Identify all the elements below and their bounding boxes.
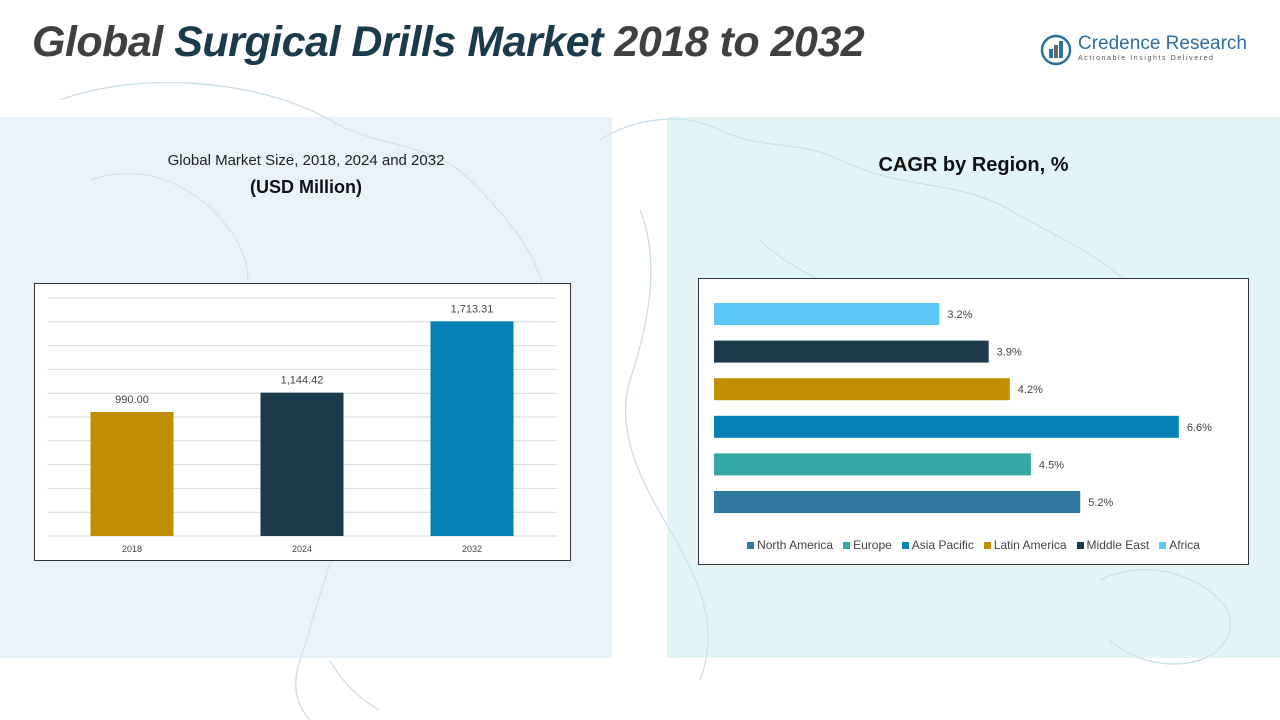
- bar-chart-logo-icon: [1040, 34, 1072, 66]
- page-title: Global Surgical Drills Market 2018 to 20…: [32, 18, 865, 67]
- data-label-latin-america: 4.2%: [1018, 384, 1043, 396]
- bar-europe: [714, 453, 1031, 476]
- legend-item-north-america: North America: [747, 538, 833, 552]
- tick-label-2032: 2032: [462, 544, 482, 554]
- legend-swatch: [1076, 541, 1084, 549]
- bar-2032: [430, 321, 514, 536]
- legend-swatch: [843, 541, 851, 549]
- logo-name: Credence Research: [1078, 33, 1247, 54]
- legend-swatch: [901, 541, 909, 549]
- logo-tagline: Actionable Insights Delivered: [1078, 55, 1215, 62]
- data-label-europe: 4.5%: [1039, 459, 1064, 471]
- data-label-2024: 1,144.42: [281, 375, 324, 387]
- bar-africa: [714, 303, 940, 325]
- title-part-2: Surgical Drills Market: [174, 18, 603, 66]
- market-size-chart-svg: 990.00 2018 1,144.42 2024 1,713.31 2032: [47, 297, 557, 554]
- title-part-1: Global: [32, 18, 175, 66]
- tick-label-2018: 2018: [122, 544, 142, 554]
- bar-latin-america: [714, 378, 1010, 401]
- bar-north-america: [714, 491, 1081, 513]
- tick-label-2024: 2024: [292, 544, 312, 554]
- cagr-chart: 3.2% 3.9% 4.2% 6.6% 4.5% 5.2% North America Eu…: [698, 278, 1249, 565]
- data-label-2018: 990.00: [115, 394, 149, 406]
- market-size-subtitle: Global Market Size, 2018, 2024 and 2032: [167, 152, 445, 169]
- credence-research-logo: Credence Research Actionable Insights De…: [1040, 32, 1255, 72]
- legend-label: North America: [757, 538, 834, 552]
- legend-item-europe: Europe: [843, 538, 892, 552]
- legend-label: Middle East: [1086, 538, 1150, 552]
- title-part-3: 2018 to 2032: [602, 18, 865, 66]
- cagr-chart-svg: 3.2% 3.9% 4.2% 6.6% 4.5% 5.2%: [714, 303, 1212, 513]
- legend-label: Europe: [853, 538, 892, 552]
- legend-item-africa: Africa: [1159, 538, 1200, 552]
- data-label-north-america: 5.2%: [1088, 497, 1113, 509]
- legend-swatch: [1159, 541, 1167, 549]
- market-size-unit: (USD Million): [250, 177, 362, 197]
- legend-label: Latin America: [993, 538, 1067, 552]
- data-label-2032: 1,713.31: [451, 303, 494, 315]
- legend-swatch: [983, 541, 991, 549]
- legend-item-latin-america: Latin America: [983, 538, 1067, 552]
- legend-label: Asia Pacific: [911, 538, 974, 552]
- cagr-title: CAGR by Region, %: [878, 154, 1069, 176]
- legend-label: Africa: [1169, 538, 1200, 552]
- market-size-chart: 990.00 2018 1,144.42 2024 1,713.31 2032: [34, 283, 571, 561]
- bar-asia-pacific: [714, 415, 1179, 438]
- data-label-middle-east: 3.9%: [997, 347, 1022, 359]
- legend-item-middle-east: Middle East: [1076, 538, 1150, 552]
- bar-middle-east: [714, 340, 989, 363]
- data-label-africa: 3.2%: [947, 309, 972, 321]
- legend-item-asia-pacific: Asia Pacific: [901, 538, 974, 552]
- bar-2018: [90, 411, 174, 536]
- data-label-asia-pacific: 6.6%: [1187, 422, 1212, 434]
- legend-swatch: [747, 541, 755, 549]
- cagr-legend: North America Europe Asia Pacific Latin Ame…: [699, 538, 1248, 552]
- bar-2024: [260, 392, 344, 536]
